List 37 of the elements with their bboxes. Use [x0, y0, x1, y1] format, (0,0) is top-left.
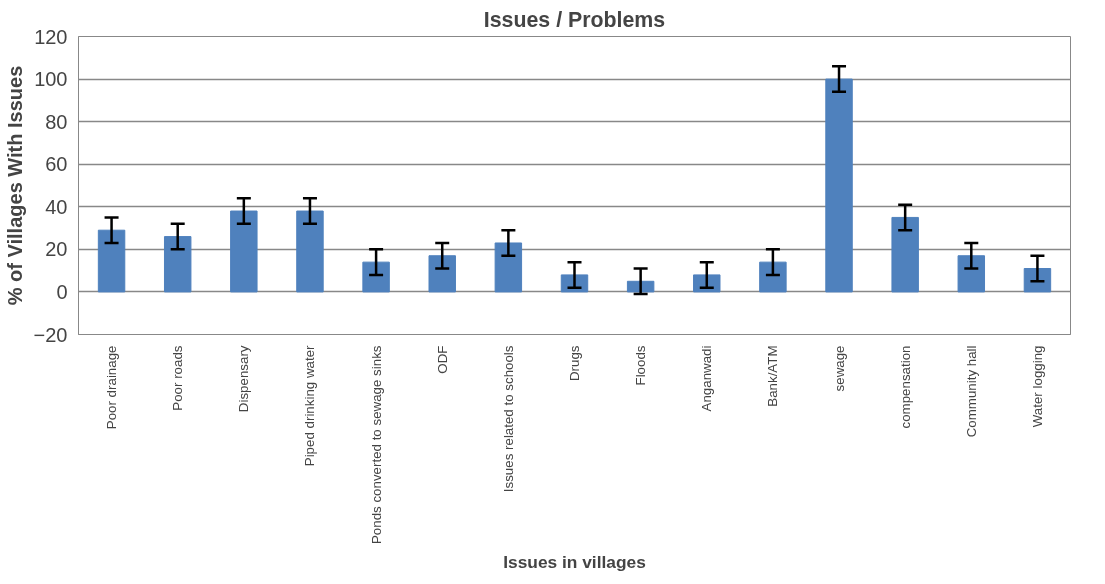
bar	[891, 216, 919, 293]
x-tick-label: Community hall	[963, 345, 979, 438]
x-tick-label: Poor roads	[170, 345, 186, 411]
bar	[494, 242, 523, 293]
x-tick-label: sewage	[831, 345, 847, 392]
bar	[296, 210, 324, 293]
y-tick-label: 0	[56, 280, 68, 303]
x-tick-label: Floods	[633, 345, 649, 386]
y-tick-label: 120	[34, 25, 68, 48]
bar	[230, 210, 258, 293]
x-tick-label: Ponds converted to sewage sinks	[368, 345, 384, 545]
y-tick-label: 40	[45, 195, 68, 218]
bar	[362, 261, 390, 293]
y-tick-label: 60	[45, 153, 68, 176]
x-tick-label: Piped drinking water	[302, 344, 318, 467]
y-tick-label: 100	[34, 68, 68, 91]
bar	[825, 78, 853, 293]
x-tick-label: compensation	[897, 345, 913, 429]
y-tick-label: 80	[45, 110, 68, 133]
x-tick-label: Issues related to schools	[500, 345, 516, 493]
bar	[759, 261, 787, 293]
bar	[163, 236, 192, 293]
bar	[97, 229, 126, 293]
y-axis-title: % of Villages With Issues	[3, 65, 26, 306]
x-tick-label: Drugs	[567, 345, 582, 382]
bar	[957, 255, 986, 293]
bar	[428, 255, 456, 293]
chart-title: Issues / Problems	[483, 7, 666, 32]
x-axis-title: Issues in villages	[503, 552, 646, 573]
x-tick-label: Poor drainage	[104, 345, 120, 430]
x-tick-label: Dispensary	[236, 345, 252, 413]
x-tick-label: ODF	[434, 345, 450, 374]
y-tick-label: −20	[33, 323, 68, 346]
y-tick-label: 20	[45, 238, 68, 261]
x-tick-label: Anganwadi	[699, 345, 715, 412]
x-tick-label: Bank/ATM	[765, 345, 781, 407]
x-tick-label: Water logging	[1029, 345, 1045, 428]
